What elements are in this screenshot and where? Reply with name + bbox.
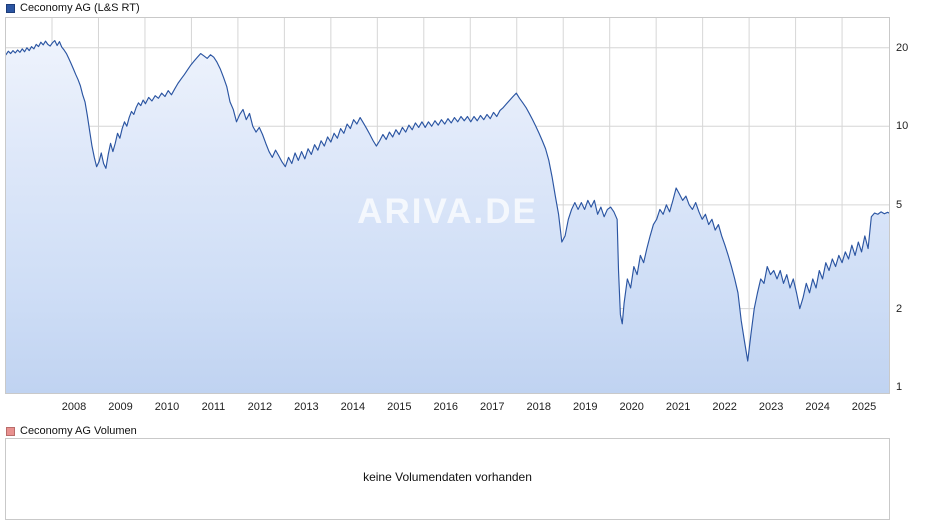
price-chart-frame[interactable]: ARIVA.DE 05.01.07 - 03.01.26 1 Tick = 1 … <box>5 17 890 394</box>
x-axis-tick-2017: 2017 <box>480 401 505 413</box>
square-marker-icon <box>6 426 15 436</box>
price-line-chart <box>6 18 889 393</box>
square-marker-icon <box>6 3 15 13</box>
price-line <box>6 40 889 362</box>
y-axis-tick-1: 1 <box>896 381 903 394</box>
legend-price-label: Ceconomy AG (L&S RT) <box>20 2 140 14</box>
y-axis-tick-10: 10 <box>896 120 909 133</box>
x-axis-tick-2013: 2013 <box>294 401 319 413</box>
x-axis-tick-2019: 2019 <box>572 401 598 413</box>
x-axis-tick-2008: 2008 <box>61 401 87 413</box>
x-axis-tick-2020: 2020 <box>619 401 644 413</box>
legend-volume-label: Ceconomy AG Volumen <box>20 425 137 437</box>
legend-volume-series[interactable]: Ceconomy AG Volumen <box>6 424 137 438</box>
y-axis-tick-5: 5 <box>896 198 903 211</box>
x-axis-tick-2018: 2018 <box>526 401 551 413</box>
x-axis-tick-2011: 2011 <box>201 401 226 413</box>
x-axis-tick-2015: 2015 <box>387 401 412 413</box>
volume-empty-message: keine Volumendaten vorhanden <box>363 470 532 484</box>
price-area-fill <box>6 40 889 393</box>
x-axis-tick-2021: 2021 <box>665 401 691 413</box>
x-axis-tick-2025: 2025 <box>851 401 877 413</box>
x-axis-tick-2022: 2022 <box>712 401 737 413</box>
price-plot-area[interactable] <box>6 18 889 393</box>
volume-chart-frame[interactable]: keine Volumendaten vorhanden <box>5 438 890 520</box>
x-axis-tick-2024: 2024 <box>805 401 830 413</box>
x-axis-tick-2014: 2014 <box>340 401 366 413</box>
x-axis-tick-2023: 2023 <box>758 401 784 413</box>
y-axis-tick-20: 20 <box>896 41 909 54</box>
x-axis-tick-2012: 2012 <box>247 401 273 413</box>
y-axis-tick-2: 2 <box>896 302 903 315</box>
legend-price-series[interactable]: Ceconomy AG (L&S RT) <box>6 1 140 15</box>
x-axis-tick-2010: 2010 <box>154 401 180 413</box>
x-axis-tick-2009: 2009 <box>108 401 133 413</box>
x-axis-tick-2016: 2016 <box>433 401 459 413</box>
